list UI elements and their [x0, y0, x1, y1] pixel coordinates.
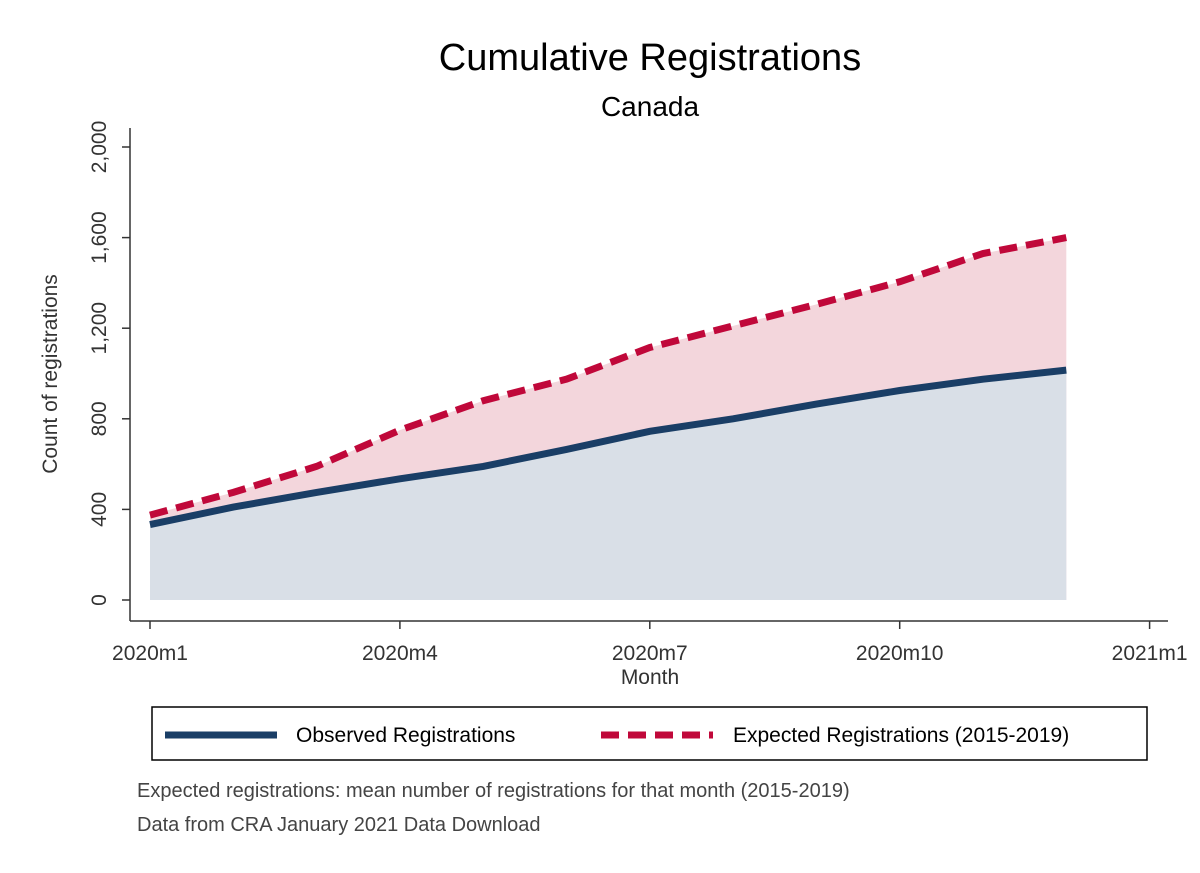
x-axis: 2020m1 2020m4 2020m7 2020m10 2021m1 — [112, 620, 1188, 665]
y-tick-label: 1,200 — [88, 302, 111, 355]
legend-box — [151, 706, 1148, 761]
y-axis-title: Count of registrations — [39, 274, 62, 474]
y-tick-label: 1,600 — [88, 211, 111, 264]
observed-area-fill — [150, 370, 1067, 600]
x-tick-label: 2020m4 — [362, 642, 438, 665]
chart-title: Cumulative Registrations — [439, 37, 861, 79]
x-axis-title: Month — [621, 666, 679, 689]
y-tick-label: 0 — [88, 594, 111, 606]
x-tick-label: 2020m1 — [112, 642, 188, 665]
plot-area — [149, 234, 1067, 600]
y-tick-label: 800 — [88, 401, 111, 436]
y-tick-label: 400 — [88, 492, 111, 527]
x-tick-label: 2020m7 — [612, 642, 688, 665]
note-expected-definition: Expected registrations: mean number of r… — [137, 780, 850, 802]
note-data-source: Data from CRA January 2021 Data Download — [137, 814, 541, 836]
x-tick-label: 2020m10 — [856, 642, 944, 665]
y-axis: 0 400 800 1,200 1,600 2,000 — [88, 121, 131, 621]
legend: Observed Registrations Expected Registra… — [151, 706, 1148, 761]
chart-subtitle: Canada — [601, 91, 700, 122]
legend-expected-label: Expected Registrations (2015-2019) — [733, 724, 1069, 747]
y-tick-label: 2,000 — [88, 121, 111, 174]
legend-observed-label: Observed Registrations — [296, 724, 515, 747]
observed-series-line — [149, 366, 1067, 529]
x-tick-label: 2021m1 — [1112, 642, 1188, 665]
